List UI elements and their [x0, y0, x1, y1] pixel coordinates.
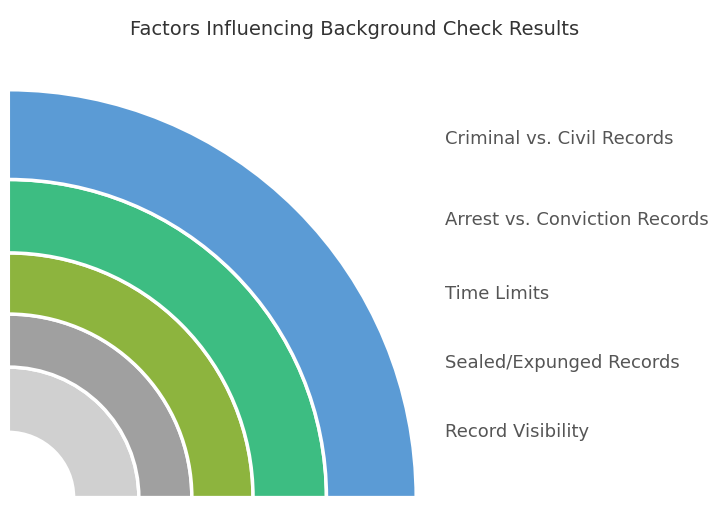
Text: Sealed/Expunged Records: Sealed/Expunged Records [444, 354, 679, 372]
Wedge shape [9, 367, 139, 498]
Wedge shape [9, 314, 192, 498]
Text: Record Visibility: Record Visibility [444, 423, 589, 441]
Text: Criminal vs. Civil Records: Criminal vs. Civil Records [444, 130, 673, 148]
Circle shape [0, 433, 74, 518]
Text: Factors Influencing Background Check Results: Factors Influencing Background Check Res… [131, 20, 579, 39]
Wedge shape [9, 179, 327, 498]
Wedge shape [9, 90, 416, 498]
Wedge shape [9, 253, 253, 498]
Text: Arrest vs. Conviction Records: Arrest vs. Conviction Records [444, 211, 709, 229]
Text: Time Limits: Time Limits [444, 285, 549, 303]
